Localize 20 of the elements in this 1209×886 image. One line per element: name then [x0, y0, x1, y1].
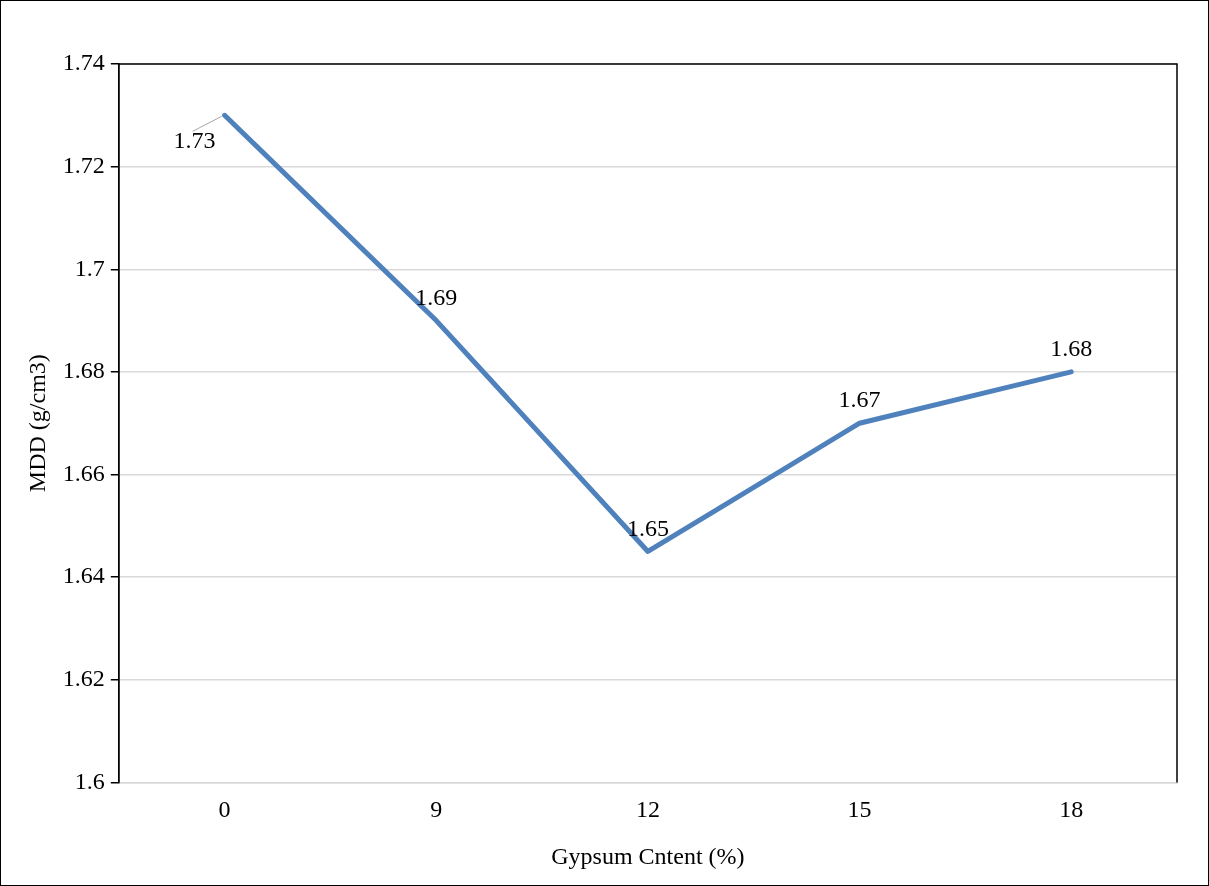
- x-tick-label: 12: [635, 796, 660, 823]
- data-label: 1.67: [838, 386, 881, 413]
- y-axis-title: MDD (g/cm3): [23, 354, 50, 493]
- y-tick-label: 1.68: [62, 357, 105, 384]
- y-tick-label: 1.72: [62, 151, 105, 178]
- y-tick-label: 1.66: [62, 459, 105, 486]
- data-label: 1.68: [1050, 335, 1093, 362]
- y-tick-label: 1.64: [62, 562, 105, 589]
- y-tick-label: 1.62: [62, 665, 105, 692]
- x-axis-title: Gypsum Cntent (%): [551, 842, 745, 869]
- data-label: 1.69: [415, 283, 458, 310]
- data-label: 1.73: [173, 126, 216, 153]
- x-tick-label: 0: [218, 796, 231, 823]
- x-tick-label: 18: [1059, 796, 1084, 823]
- data-label: 1.65: [626, 514, 669, 541]
- y-tick-label: 1.74: [62, 49, 105, 76]
- x-tick-label: 9: [430, 796, 443, 823]
- x-tick-label: 15: [847, 796, 872, 823]
- y-tick-label: 1.7: [74, 254, 105, 281]
- y-tick-label: 1.6: [74, 767, 105, 794]
